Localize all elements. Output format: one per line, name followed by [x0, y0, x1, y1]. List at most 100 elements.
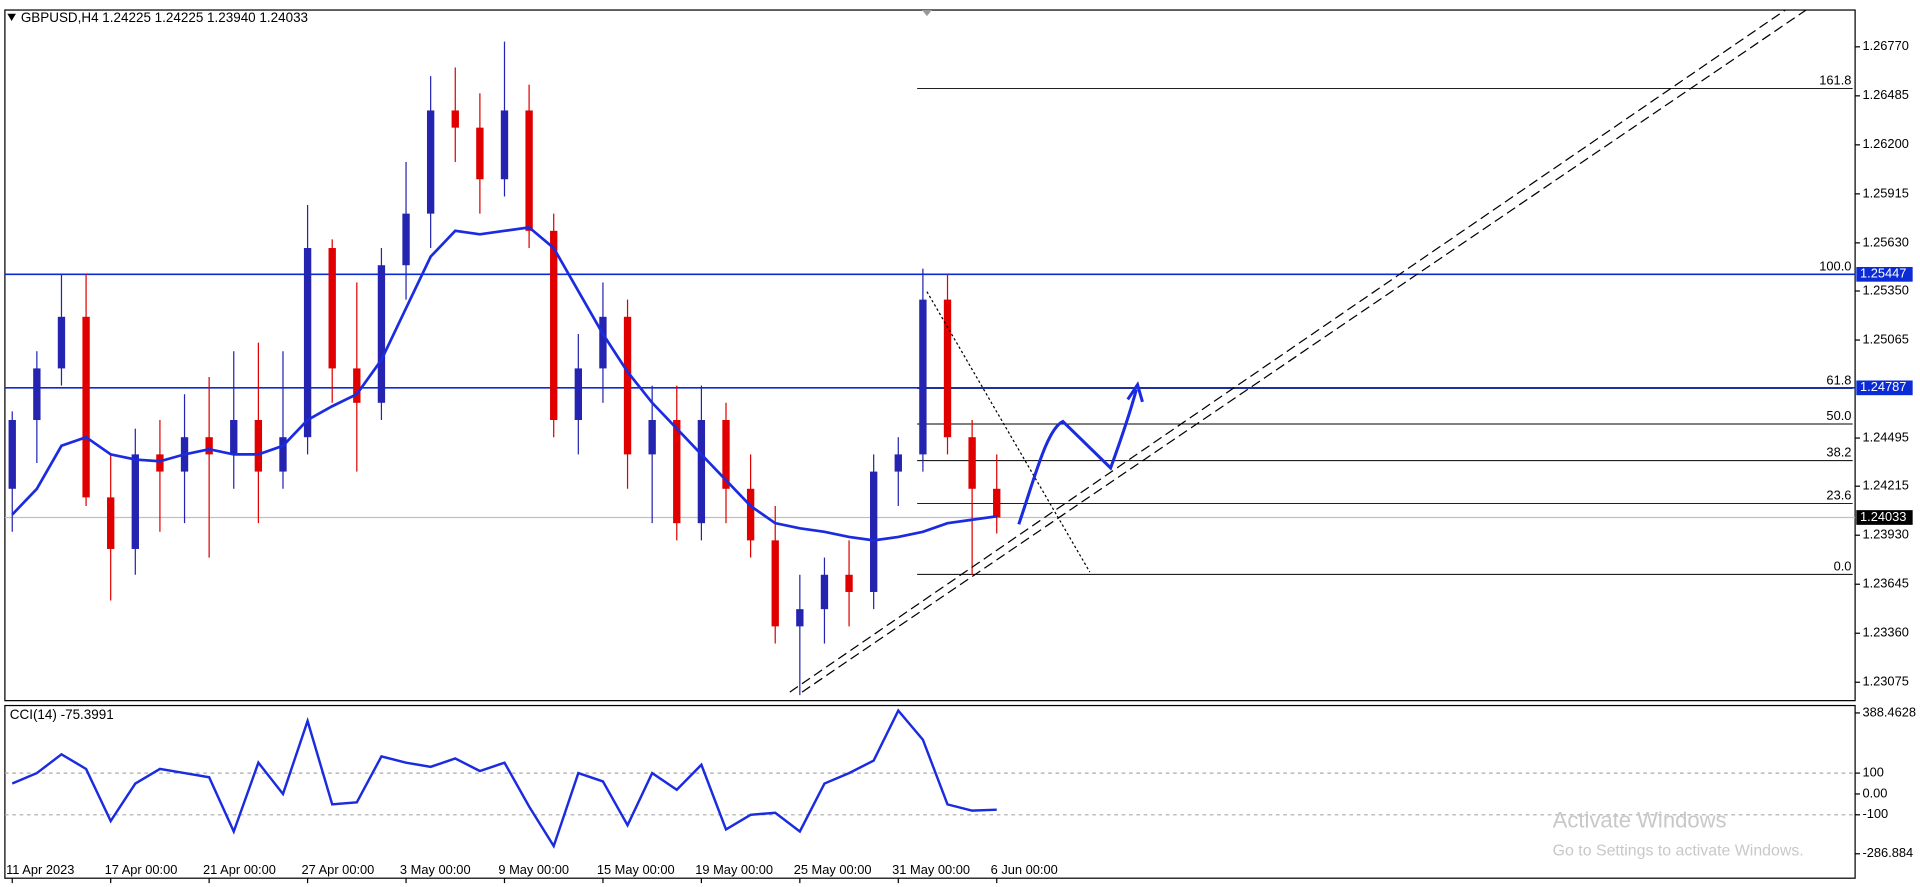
candle-body: [943, 299, 952, 438]
y-tick-label: 1.26770: [1862, 38, 1908, 53]
fib-base-line: [926, 291, 1091, 573]
candle-body: [254, 419, 263, 472]
candle-body: [328, 248, 336, 369]
candle-body: [697, 419, 706, 524]
header-arrow: [7, 13, 16, 22]
y-tick-label: 1.24495: [1862, 429, 1908, 444]
y-tick-label: 1.25350: [1862, 282, 1908, 297]
candle-body: [919, 299, 927, 455]
watermark-title: Activate Windows: [1553, 808, 1727, 833]
candle-body: [845, 574, 853, 592]
channel-line: [789, 9, 1786, 693]
candle-body: [599, 316, 607, 369]
fib-label: 100.0: [1819, 259, 1851, 274]
level-tag: [1856, 266, 1913, 282]
candle-body: [377, 265, 386, 403]
fib-label: 161.8: [1819, 72, 1851, 87]
x-tick-label: 15 May 00:00: [597, 862, 675, 877]
candle-body: [8, 419, 16, 489]
candle-body: [894, 454, 902, 472]
candle-body: [107, 497, 115, 549]
candle-body: [353, 368, 361, 403]
candle-body: [402, 213, 410, 266]
x-tick-label: 21 Apr 00:00: [203, 862, 276, 877]
x-tick-label: 3 May 00:00: [400, 862, 471, 877]
candle-body: [230, 419, 238, 455]
indicator-tick-label: 0.00: [1862, 785, 1887, 800]
fib-label: 38.2: [1826, 445, 1851, 460]
x-tick-label: 31 May 00:00: [892, 862, 970, 877]
candle-body: [870, 471, 878, 592]
y-tick-label: 1.25065: [1862, 331, 1908, 346]
moving-average: [11, 225, 997, 542]
candle-body: [574, 368, 582, 420]
period-marker: [922, 10, 932, 17]
x-tick-label: 19 May 00:00: [695, 862, 773, 877]
fib-label: 0.0: [1834, 558, 1852, 573]
x-tick-label: 25 May 00:00: [794, 862, 872, 877]
candle-body: [820, 574, 829, 610]
candle-body: [993, 488, 1001, 518]
fib-label: 50.0: [1826, 408, 1851, 423]
y-tick-label: 1.23075: [1862, 674, 1908, 689]
indicator-panel: [4, 704, 1856, 879]
indicator-tick-label: -100: [1862, 806, 1888, 821]
y-tick-label: 1.24215: [1862, 478, 1908, 493]
candle-body: [279, 437, 287, 472]
candle-body: [57, 316, 66, 369]
candle-body: [500, 110, 509, 180]
candle-body: [771, 540, 779, 627]
y-tick-label: 1.23930: [1862, 527, 1908, 542]
candle-body: [156, 454, 164, 472]
candle-body: [426, 110, 435, 214]
arrow-head: [1126, 381, 1144, 403]
candle-body: [303, 248, 312, 438]
projection-arrow: [1017, 389, 1138, 525]
candle-body: [796, 609, 804, 627]
level-label: 1.25447: [1860, 266, 1906, 281]
channel-line: [801, 9, 1807, 693]
drawings: [789, 9, 1807, 693]
x-tick-label: 6 Jun 00:00: [991, 862, 1058, 877]
indicator-tick-label: 100: [1862, 764, 1883, 779]
watermark-subtitle: Go to Settings to activate Windows.: [1553, 842, 1804, 859]
level-label: 1.24787: [1860, 379, 1906, 394]
indicator-title: CCI(14) -75.3991: [10, 707, 114, 722]
x-tick-label: 11 Apr 2023: [6, 862, 74, 877]
candle-body: [550, 230, 558, 420]
y-tick-label: 1.25630: [1862, 234, 1908, 249]
candle-body: [476, 127, 484, 180]
x-tick-label: 27 Apr 00:00: [301, 862, 374, 877]
candle-body: [648, 419, 656, 455]
fib-label: 23.6: [1826, 488, 1851, 503]
indicator-line: [11, 708, 997, 849]
main-layer: 1.26770 1.26485 1.26200 1.25915 1.25630 1.253…: [4, 38, 1916, 884]
candle-body: [451, 110, 459, 128]
current-price-label: 1.24033: [1860, 509, 1906, 524]
fib-label: 61.8: [1826, 372, 1851, 387]
candle-body: [525, 110, 533, 231]
candle-body: [131, 454, 139, 549]
y-tick-label: 1.26485: [1862, 87, 1908, 102]
x-tick-label: 17 Apr 00:00: [105, 862, 178, 877]
y-tick-label: 1.25915: [1862, 185, 1908, 200]
candle-body: [82, 316, 90, 498]
candle-body: [722, 419, 730, 489]
y-tick-label: 1.26200: [1862, 136, 1908, 151]
y-tick-label: 1.23360: [1862, 625, 1908, 640]
candle-body: [205, 437, 213, 455]
level-tag: [1856, 380, 1913, 396]
candle-body: [746, 488, 755, 541]
y-tick-label: 1.23645: [1862, 576, 1908, 591]
indicator-tick-label: 388.4628: [1862, 704, 1916, 719]
indicator-tick-label: -286.884: [1862, 845, 1913, 860]
symbol-header: GBPUSD,H4 1.24225 1.24225 1.23940 1.2403…: [21, 10, 308, 25]
x-tick-label: 9 May 00:00: [498, 862, 569, 877]
candle-body: [623, 316, 632, 455]
candle-body: [968, 437, 976, 489]
candle-body: [673, 419, 681, 524]
candle-body: [33, 368, 41, 420]
